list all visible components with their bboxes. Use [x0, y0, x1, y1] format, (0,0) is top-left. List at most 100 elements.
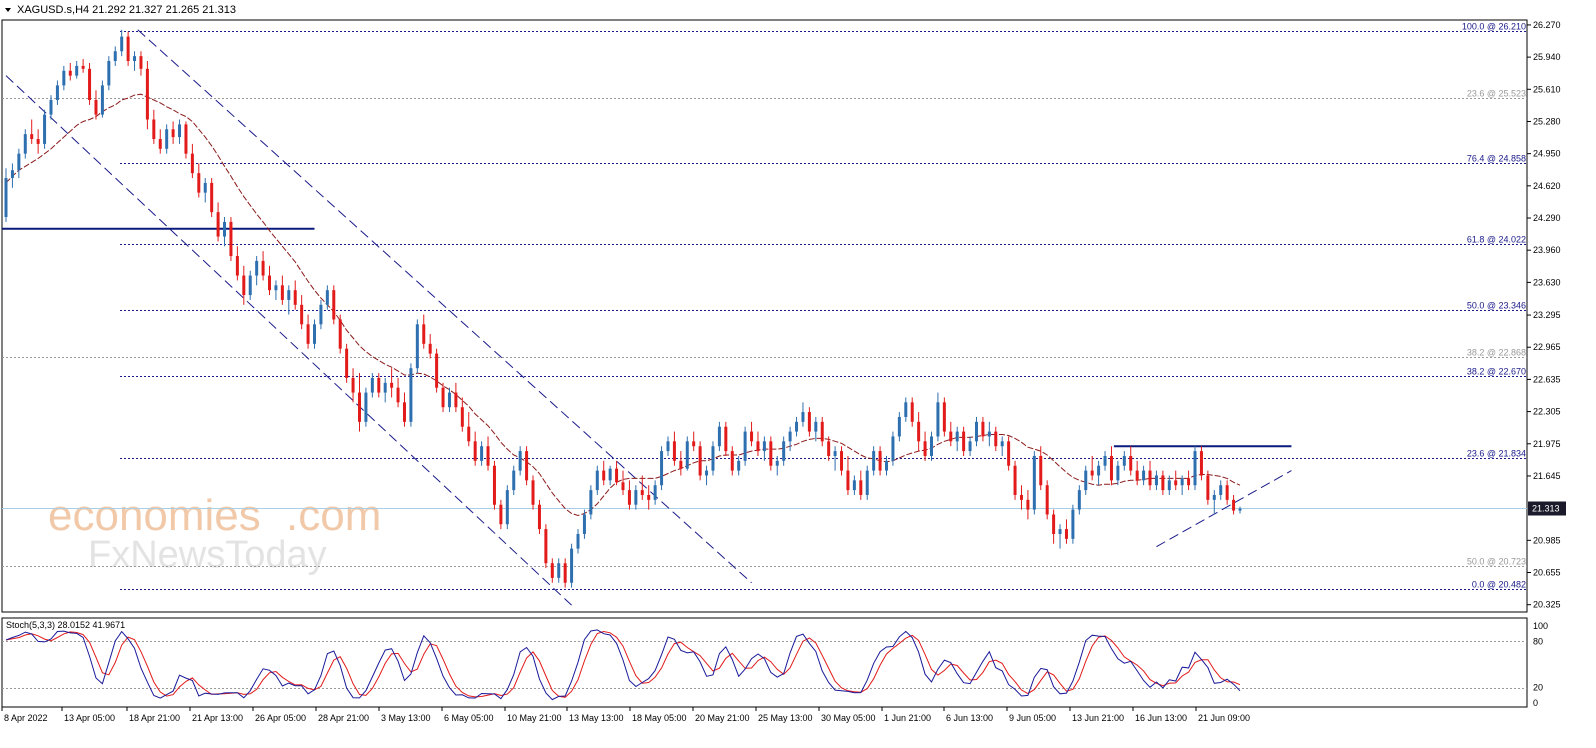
candle-body	[293, 290, 297, 305]
dropdown-triangle-icon[interactable]	[5, 8, 11, 12]
fib-level-label: 100.0 @ 26.210	[1462, 22, 1526, 32]
candle	[666, 436, 670, 456]
candle-body	[1142, 470, 1146, 481]
candle-body	[1225, 485, 1229, 500]
candle	[370, 373, 374, 398]
candle	[377, 373, 381, 398]
candle-body	[383, 382, 387, 393]
candle	[325, 285, 329, 310]
candle-body	[306, 324, 310, 344]
candle-body	[235, 256, 239, 276]
candle	[904, 397, 908, 422]
candle	[525, 446, 529, 486]
price-tick-label: 23.295	[1533, 310, 1561, 320]
candle	[595, 465, 599, 495]
candle-body	[377, 377, 381, 393]
candle-body	[705, 470, 709, 476]
price-tick-label: 24.620	[1533, 181, 1561, 191]
candle	[460, 397, 464, 432]
candle	[1212, 490, 1216, 515]
candle-body	[261, 260, 265, 276]
candle-body	[23, 134, 27, 154]
time-tick-label: 18 Apr 21:00	[129, 713, 180, 723]
candle	[255, 256, 259, 286]
candle-body	[229, 221, 233, 257]
candle	[807, 407, 811, 437]
candle-body	[679, 460, 683, 469]
candle-body	[242, 275, 246, 296]
candle	[891, 431, 895, 466]
candle	[634, 485, 638, 510]
candle-body	[402, 402, 406, 422]
candle-body	[178, 124, 182, 138]
current-price-label: 21.313	[1532, 504, 1560, 514]
candle-body	[563, 563, 567, 583]
candle	[23, 129, 27, 159]
candle	[94, 90, 98, 120]
candle-body	[692, 441, 696, 447]
candles[interactable]	[4, 29, 1242, 588]
candle	[447, 387, 451, 413]
candle-body	[1013, 465, 1017, 495]
candle-body	[602, 470, 606, 481]
time-tick-label: 8 Apr 2022	[4, 713, 48, 723]
candle-body	[1084, 470, 1088, 491]
candle-body	[582, 514, 586, 534]
candle	[1116, 460, 1120, 486]
candle-body	[833, 451, 837, 456]
candle	[364, 387, 368, 427]
chart-header[interactable]: XAGUSD.s,H4 21.292 21.327 21.265 21.313	[5, 4, 236, 16]
candle	[1045, 480, 1049, 520]
candle-body	[94, 100, 98, 115]
candle	[120, 29, 124, 57]
candle-body	[1187, 478, 1191, 486]
candle	[949, 421, 953, 447]
candle	[480, 441, 484, 466]
watermark-brand-c: FxNewsToday	[88, 534, 327, 576]
stochastic-tick-label: 0	[1533, 698, 1538, 708]
candle	[10, 163, 14, 188]
candle-body	[280, 285, 284, 300]
candle-body	[62, 70, 66, 86]
candle	[711, 441, 715, 476]
candle-body	[480, 446, 484, 461]
candle	[627, 480, 631, 510]
watermark-brand-b: .com	[286, 491, 381, 540]
candle	[1129, 446, 1133, 476]
candle	[801, 402, 805, 427]
candle	[974, 416, 978, 447]
candle-body	[287, 290, 291, 300]
candle-body	[152, 119, 156, 140]
candle	[171, 121, 175, 144]
candle-body	[492, 465, 496, 505]
fibonacci-levels: 100.0 @ 26.210 23.6 @ 25.523 76.4 @ 24.858…	[2, 22, 1527, 590]
candle	[820, 416, 824, 447]
candle-body	[1116, 465, 1120, 481]
candle-body	[1090, 470, 1094, 476]
candle-body	[1026, 499, 1030, 510]
time-tick-label: 6 May 05:00	[444, 713, 494, 723]
candle	[1154, 470, 1158, 491]
candle	[762, 436, 766, 461]
candle-body	[171, 129, 175, 138]
candle-body	[518, 451, 522, 471]
candle	[345, 343, 349, 383]
candle-body	[1161, 475, 1165, 491]
candle	[197, 163, 201, 198]
candle-body	[525, 451, 529, 481]
candle	[81, 59, 85, 73]
candle	[537, 499, 541, 534]
candle-body	[756, 441, 760, 452]
candle	[184, 121, 188, 159]
candle	[647, 485, 651, 510]
candle-body	[878, 451, 882, 471]
candle-body	[750, 431, 754, 442]
stochastic-tick-label: 100	[1533, 621, 1548, 631]
candle	[885, 455, 889, 476]
candle	[1000, 436, 1004, 456]
candle-body	[1167, 480, 1171, 491]
candle	[68, 62, 72, 81]
candle-body	[184, 124, 188, 154]
candle	[505, 485, 509, 530]
candle	[582, 509, 586, 539]
